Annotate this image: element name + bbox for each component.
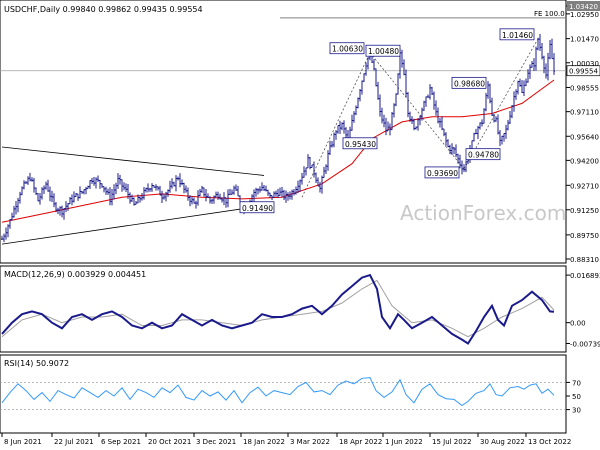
price-annotation-label: 1.01460 [502, 31, 533, 40]
time-tick-label: 3 Mar 2022 [290, 438, 330, 446]
price-annotation-box [329, 42, 365, 55]
price-tick-label: 0.91250 [570, 207, 599, 215]
time-tick-label: 6 Sep 2021 [101, 438, 141, 446]
macd-tick-label: 0.00 [570, 320, 586, 328]
macd-tick-label: -0.007393 [570, 340, 600, 348]
price-annotation-label: 0.94780 [468, 151, 499, 160]
triangle-line [1, 205, 265, 245]
rsi-panel: RSI(14) 50.9072 [0, 354, 567, 434]
price-panel: USDCHF,Daily 0.99840 0.99862 0.99435 0.9… [0, 0, 567, 264]
time-tick-label: 30 Aug 2022 [480, 438, 525, 446]
macd-line [1, 273, 555, 345]
price-header: USDCHF,Daily 0.99840 0.99862 0.99435 0.9… [4, 5, 203, 14]
price-annotation-box [239, 201, 275, 214]
time-tick-label: 1 Jun 2022 [385, 438, 423, 446]
last-price-label: 0.99554 [569, 68, 598, 76]
price-tick-label: 0.94200 [570, 157, 599, 165]
price-annotation-box [465, 148, 501, 161]
price-annotation-box [451, 76, 487, 89]
time-tick-label: 8 Jun 2021 [4, 438, 42, 446]
price-annotation-box [499, 28, 535, 41]
rsi-tick-label: 50 [572, 393, 581, 401]
time-tick-label: 15 Jul 2022 [432, 438, 472, 446]
price-annotation-label: 1.00630 [332, 45, 363, 54]
price-tick-label: 1.00030 [570, 60, 599, 68]
price-tick-label: 1.02950 [570, 11, 599, 19]
price-tick-label: 0.89750 [570, 232, 599, 240]
time-axis: 8 Jun 2021 22 Jul 2021 6 Sep 2021 20 Oct 20… [1, 433, 571, 446]
triangle-line [1, 146, 265, 176]
price-annotation-box [365, 44, 401, 57]
time-tick-label: 13 Oct 2022 [528, 438, 571, 446]
price-annotation-box [424, 166, 460, 179]
price-tick-label: 0.88310 [570, 256, 599, 264]
watermark: ActionForex.com [400, 201, 566, 225]
rsi-header: RSI(14) 50.9072 [4, 359, 69, 368]
fe-label: FE 100.0 [534, 10, 565, 18]
rsi-axis: 70 50 30 [566, 379, 581, 415]
macd-panel: MACD(12,26,9) 0.003929 0.004451 [0, 265, 567, 353]
price-annotation-label: 0.98680 [454, 79, 485, 88]
price-tick-label: 1.03420 [569, 3, 598, 11]
price-annotation-label: 0.91490 [242, 204, 273, 213]
time-tick-label: 22 Jul 2021 [54, 438, 94, 446]
price-tick-label: 0.95640 [570, 133, 599, 141]
time-tick-label: 18 Jan 2022 [243, 438, 285, 446]
time-tick-label: 20 Oct 2021 [148, 438, 191, 446]
price-tick-box [567, 1, 600, 11]
price-annotation-box [342, 137, 378, 150]
rsi-tick-label: 70 [572, 379, 581, 387]
projection-line [301, 52, 371, 198]
price-annotation-label: 0.95430 [345, 140, 376, 149]
price-annotation-label: 1.00480 [368, 47, 399, 56]
rsi-line [1, 377, 555, 407]
price-annotation-label: 0.93690 [427, 169, 458, 178]
price-tick-label: 1.01470 [570, 36, 599, 44]
macd-header: MACD(12,26,9) 0.003929 0.004451 [4, 270, 146, 279]
price-tick-label: 0.92710 [570, 182, 599, 190]
rsi-tick-label: 30 [572, 407, 581, 415]
price-tick-label: 0.97110 [570, 109, 599, 117]
macd-axis: 0.016893 0.00 -0.007393 [566, 272, 600, 348]
time-tick-label: 18 Apr 2022 [339, 438, 382, 446]
price-tick-label: 0.98555 [570, 84, 599, 92]
macd-tick-label: 0.016893 [570, 272, 600, 280]
time-tick-label: 3 Dec 2021 [196, 438, 236, 446]
projection-line [369, 52, 465, 170]
last-price-box [566, 65, 600, 77]
projection-line [463, 38, 539, 170]
